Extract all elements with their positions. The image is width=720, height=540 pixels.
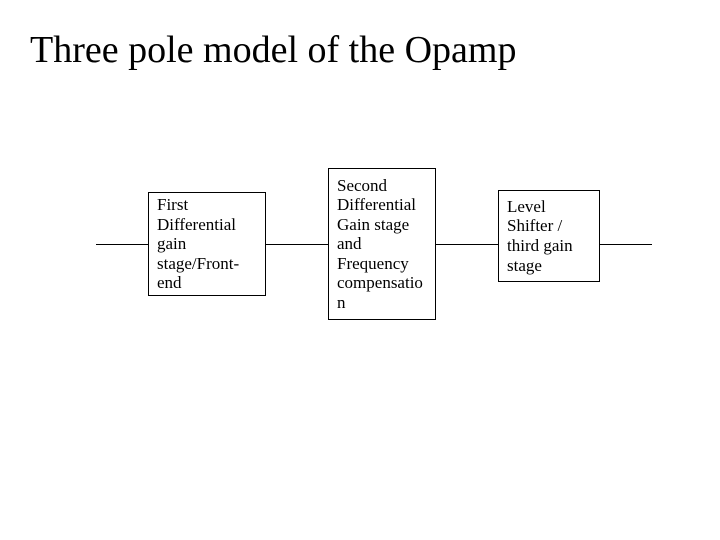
- block-stage-1: First Differential gain stage/Front-end: [148, 192, 266, 296]
- slide-title: Three pole model of the Opamp: [30, 28, 516, 72]
- connector-out: [600, 244, 652, 245]
- connector-1-2: [266, 244, 328, 245]
- block-stage-2: Second Differential Gain stage and Frequ…: [328, 168, 436, 320]
- connector-in: [96, 244, 148, 245]
- block-stage-1-label: First Differential gain stage/Front-end: [157, 195, 257, 293]
- block-stage-3: Level Shifter / third gain stage: [498, 190, 600, 282]
- slide: Three pole model of the Opamp First Diff…: [0, 0, 720, 540]
- block-stage-2-label: Second Differential Gain stage and Frequ…: [337, 176, 427, 313]
- connector-2-3: [436, 244, 498, 245]
- block-stage-3-label: Level Shifter / third gain stage: [507, 197, 591, 275]
